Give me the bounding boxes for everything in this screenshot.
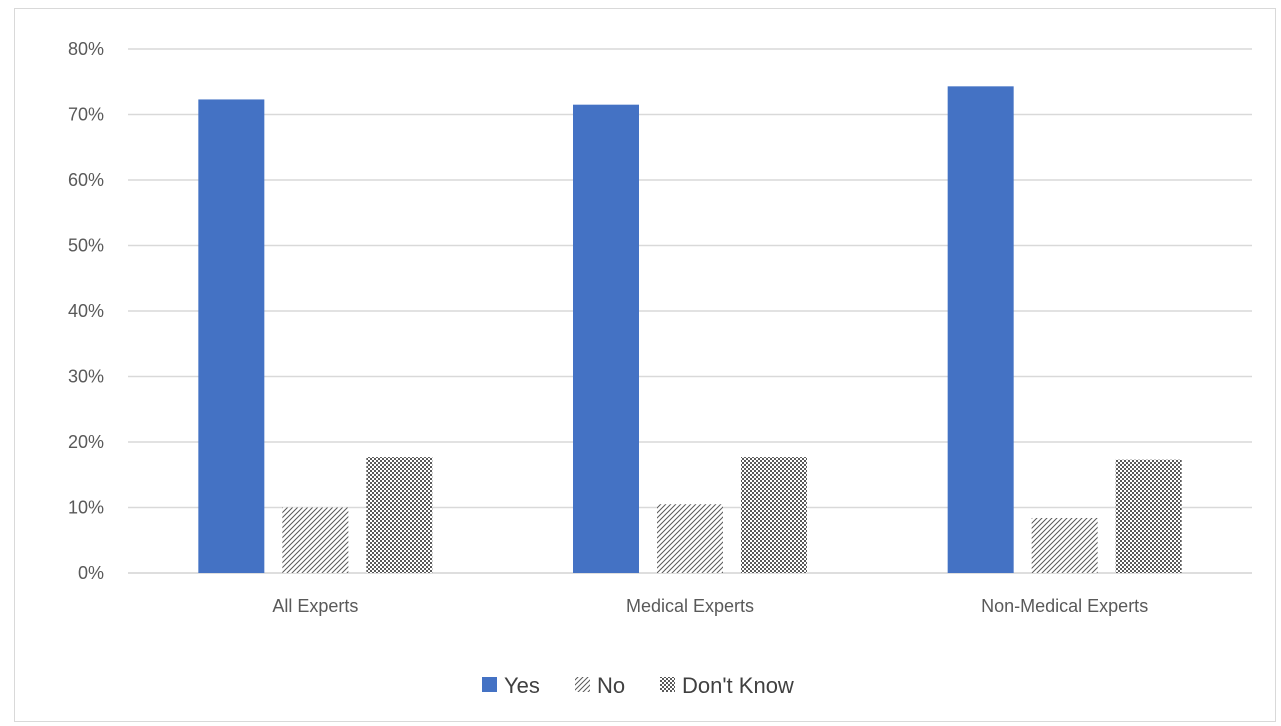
legend-label: Yes [504, 673, 540, 698]
y-tick-label: 0% [78, 563, 104, 583]
bar-yes-2 [573, 104, 639, 574]
x-category-label: Non-Medical Experts [981, 596, 1148, 616]
y-tick-label: 50% [68, 236, 104, 256]
y-axis-tick-labels: 0% 10% 20% 30% 40% 50% 60% 70% 80% [68, 39, 104, 583]
legend: Yes No Don't Know [482, 673, 794, 698]
legend-swatch [482, 677, 497, 692]
y-tick-label: 30% [68, 367, 104, 387]
bar-don-t-know-3 [1115, 459, 1182, 573]
y-tick-label: 10% [68, 498, 104, 518]
bar-yes-1 [198, 99, 265, 573]
y-tick-label: 80% [68, 39, 104, 59]
bar-don-t-know-1 [366, 457, 433, 573]
legend-swatch [575, 677, 590, 692]
bar-no-3 [1031, 517, 1098, 573]
bars [198, 86, 1182, 574]
bar-don-t-know-2 [741, 457, 807, 573]
legend-swatch [660, 677, 675, 692]
bar-no-1 [282, 507, 349, 573]
legend-label: No [597, 673, 625, 698]
x-category-label: Medical Experts [626, 596, 754, 616]
x-category-label: All Experts [272, 596, 358, 616]
legend-label: Don't Know [682, 673, 794, 698]
y-tick-label: 20% [68, 432, 104, 452]
y-tick-label: 40% [68, 301, 104, 321]
bar-yes-3 [947, 86, 1014, 574]
bar-no-2 [657, 504, 723, 573]
y-tick-label: 60% [68, 170, 104, 190]
y-tick-label: 70% [68, 105, 104, 125]
x-axis-category-labels: All Experts Medical Experts Non-Medical Ex… [272, 596, 1148, 616]
gridlines [128, 48, 1252, 574]
